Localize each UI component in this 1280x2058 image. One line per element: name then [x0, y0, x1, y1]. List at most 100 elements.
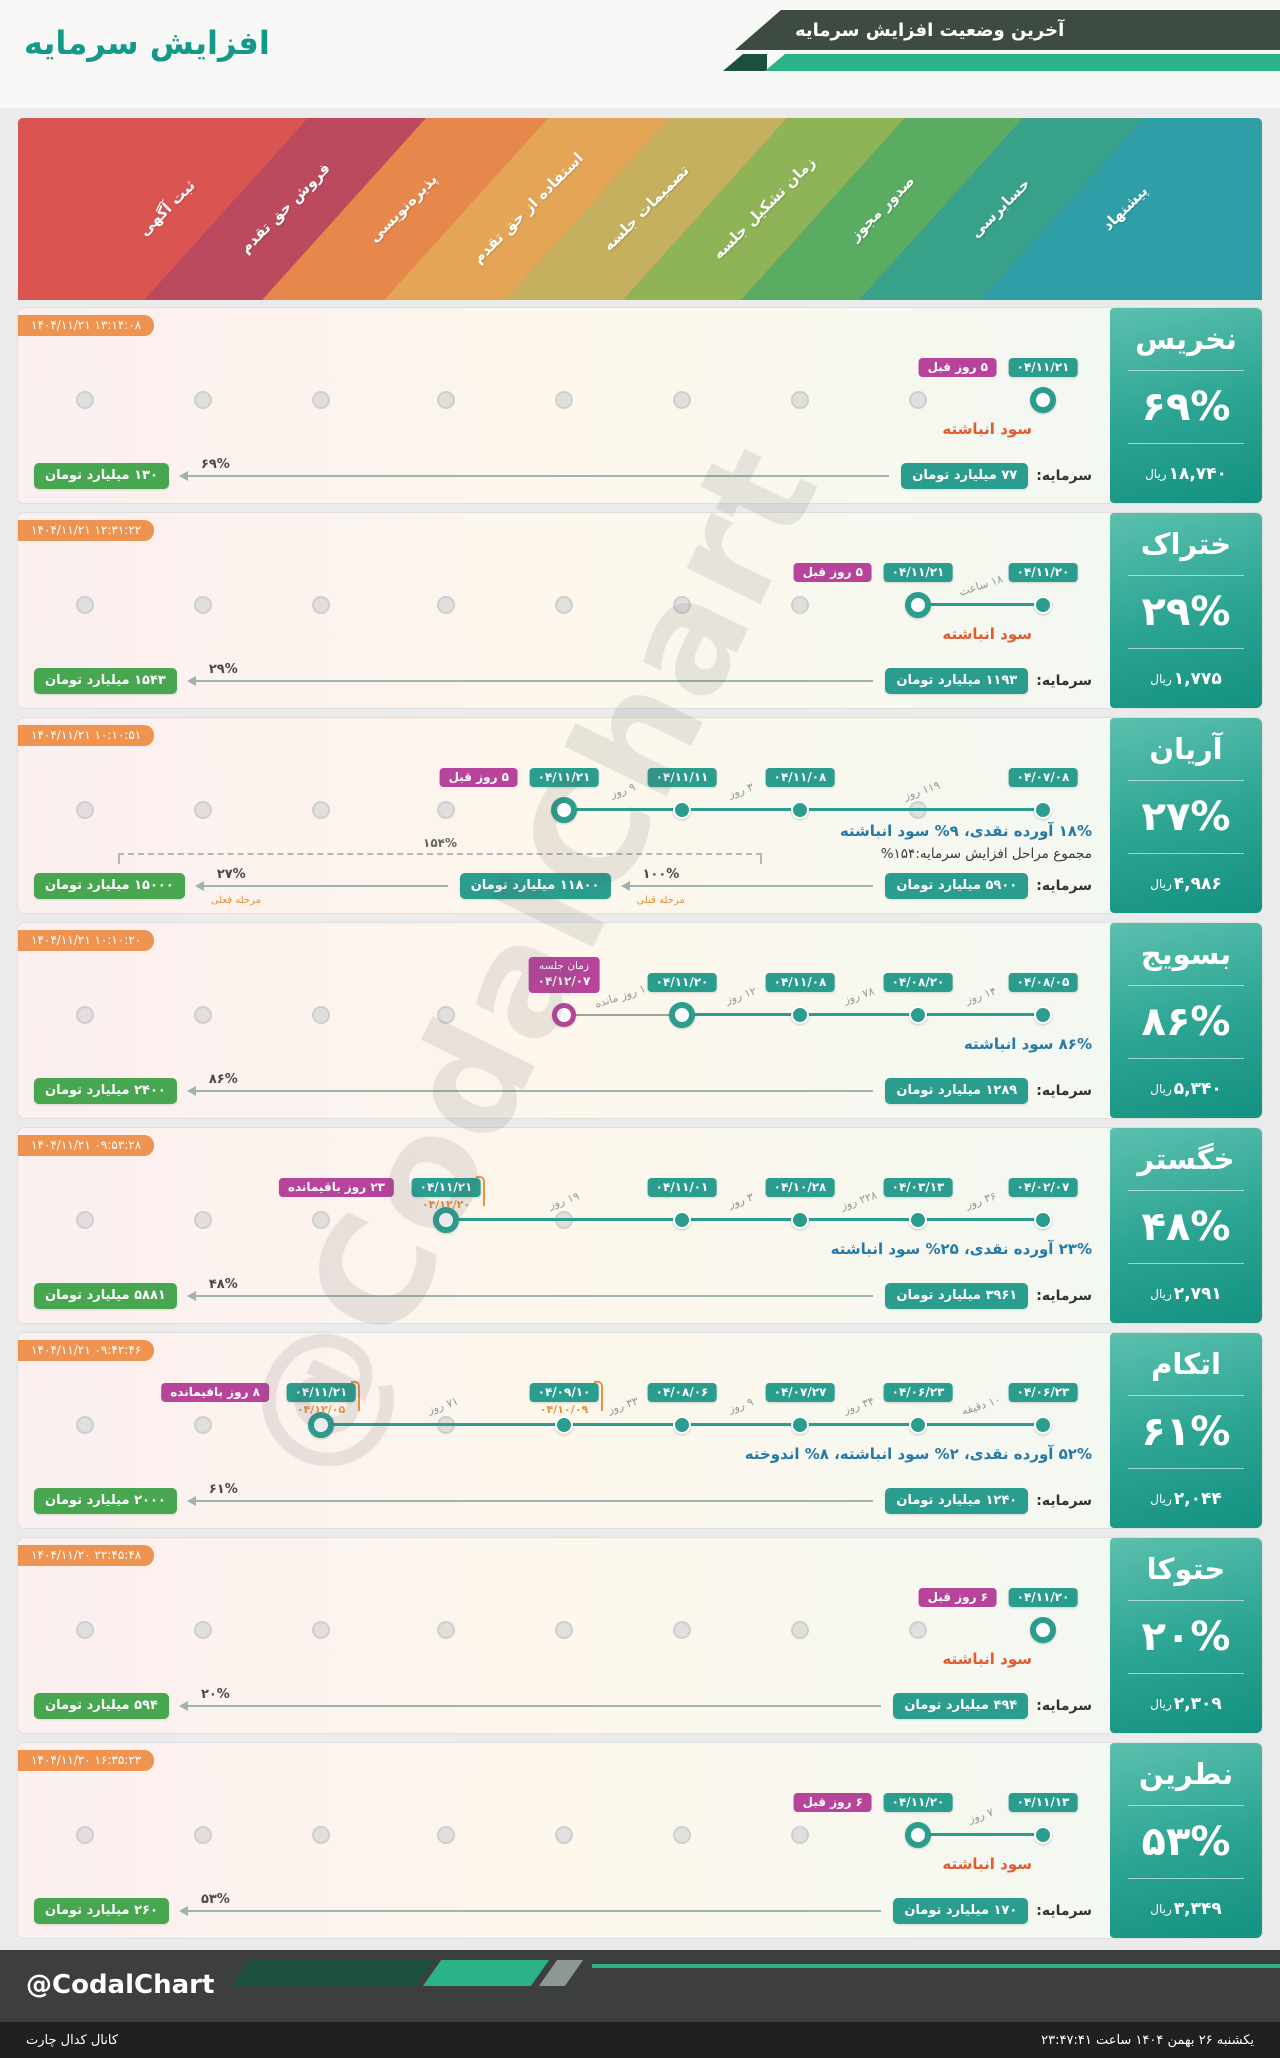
arrow-line [193, 680, 874, 682]
panel-divider [1128, 443, 1244, 444]
stage-placeholder-dot [194, 1006, 212, 1024]
arrow-head-icon [178, 1906, 188, 1916]
note-text: ۱۸% آورده نقدی، ۹% سود انباشته [839, 822, 1092, 840]
stage-date-badge: ۰۴/۱۱/۲۱ [529, 768, 599, 787]
header-stripe-dark [723, 54, 767, 71]
capital-arrow: ۴۸% [185, 1277, 878, 1313]
stage-dot [909, 1416, 927, 1434]
stage-placeholder-dot [194, 1621, 212, 1639]
stage-placeholder-dot [555, 391, 573, 409]
timeline-segment [800, 1013, 918, 1016]
capital-new-badge: ۱۳۰ میلیارد تومان [34, 463, 169, 489]
note-text: سود انباشته [942, 420, 1032, 438]
arrow-percent: ۲۹% [208, 662, 238, 677]
page-footer: @CodalChart کانال کدال چارت یکشنبه ۲۶ به… [0, 1950, 1280, 2058]
stage-placeholder-dot [312, 1211, 330, 1229]
stage-placeholder-dot [194, 1826, 212, 1844]
company-row: ۱۴۰۴/۱۱/۲۱ ۰۹:۴۲:۴۶ اتکام ۶۱% ۲,۰۴۴ ریال ۱۰ د… [18, 1333, 1262, 1528]
duration-label: ۳ روز [726, 780, 756, 801]
arrow-head-icon [178, 471, 188, 481]
stage-placeholder-dot [194, 801, 212, 819]
stage-placeholder-dot [791, 1826, 809, 1844]
stage-placeholder-dot [312, 1621, 330, 1639]
capital-row: سرمایه: ۱۲۴۰ میلیارد تومان ۶۱% ۲۰۰۰ میلیارد… [34, 1482, 1092, 1518]
duration-label: ۷ روز [966, 1805, 995, 1826]
symbol-price: ۱۸,۷۴۰ ریال [1110, 444, 1262, 503]
current-stage-dot [308, 1412, 334, 1438]
meeting-time-badge: زمان جلسه ۰۴/۱۲/۰۷ [528, 957, 600, 994]
stage-dot [1034, 1826, 1052, 1844]
footer-deco-parallelogram-dark [230, 1960, 435, 1986]
capital-arrow: ۵۳% [177, 1892, 885, 1928]
increase-percent: ۲۰% [1141, 1614, 1231, 1660]
arrow-stage-label: مرحله قبلی [636, 895, 685, 906]
note-text: ۲۳% آورده نقدی، ۲۵% سود انباشته [830, 1240, 1092, 1258]
price-value: ۵,۳۴۰ [1173, 1078, 1222, 1099]
symbol-panel: حتوکا ۲۰% ۲,۳۰۹ ریال [1110, 1538, 1262, 1733]
stage-placeholder-dot [312, 596, 330, 614]
timeline-segment [800, 1423, 918, 1426]
meeting-badge-date: ۰۴/۱۲/۰۷ [537, 973, 591, 988]
arrow-percent: ۶۹% [200, 457, 230, 472]
capital-row: سرمایه: ۱۷۰ میلیارد تومان ۵۳% ۲۶۰ میلیارد ت… [34, 1892, 1092, 1928]
note-text: سود انباشته [942, 1855, 1032, 1873]
capital-old-badge: ۱۲۴۰ میلیارد تومان [885, 1488, 1029, 1514]
symbol-price: ۲,۰۴۴ ریال [1110, 1469, 1262, 1528]
symbol-price: ۲,۳۰۹ ریال [1110, 1674, 1262, 1733]
arrow-percent: ۲۰% [200, 1687, 230, 1702]
capital-new-badge: ۵۸۸۱ میلیارد تومان [34, 1283, 177, 1309]
stage-placeholder-dot [194, 596, 212, 614]
stage-placeholder-dot [555, 1621, 573, 1639]
increase-percent: ۸۶% [1141, 999, 1231, 1045]
arrow-line [627, 885, 874, 887]
capital-label: سرمایه: [1036, 1493, 1092, 1509]
stage-date-badge: ۰۴/۱۱/۱۳ [1008, 1793, 1078, 1812]
current-stage-dot [905, 592, 931, 618]
capital-old-badge: ۳۹۶۱ میلیارد تومان [885, 1283, 1029, 1309]
days-ago-badge: ۶ روز قبل [918, 1588, 997, 1607]
page-title: افزایش سرمایه [24, 24, 270, 62]
stage-dot [791, 801, 809, 819]
panel-divider [1128, 1263, 1244, 1264]
symbol-panel: نخریس ۶۹% ۱۸,۷۴۰ ریال [1110, 308, 1262, 503]
duration-label: ۱۲ روز [724, 984, 758, 1007]
stage-header-band: پیشنهاد حسابرسی صدور مجوز زمان تشکیل جلسه تص… [18, 118, 1262, 300]
symbol-price: ۴,۹۸۶ ریال [1110, 854, 1262, 913]
arrow-percent: ۸۶% [208, 1072, 238, 1087]
capital-new-badge: ۱۵۴۳ میلیارد تومان [34, 668, 177, 694]
symbol-name: ختراک [1140, 527, 1232, 561]
stage-dot [1034, 1211, 1052, 1229]
capital-row: سرمایه: ۷۷ میلیارد تومان ۶۹% ۱۳۰ میلیارد تو… [34, 457, 1092, 493]
panel-divider [1128, 985, 1244, 986]
capital-new-badge: ۲۴۰۰ میلیارد تومان [34, 1078, 177, 1104]
stage-date-badge: ۰۴/۱۱/۰۸ [765, 973, 835, 992]
stage-dot [909, 1211, 927, 1229]
stage-dot [791, 1211, 809, 1229]
symbol-panel: بسویج ۸۶% ۵,۳۴۰ ریال [1110, 923, 1262, 1118]
panel-divider [1128, 370, 1244, 371]
timeline-segment [564, 1014, 682, 1016]
panel-divider [1128, 1190, 1244, 1191]
price-unit: ریال [1150, 1696, 1172, 1711]
stage-placeholder-dot [437, 1006, 455, 1024]
days-ago-badge: ۵ روز قبل [793, 563, 872, 582]
arrow-percent: ۲۷% [216, 867, 246, 882]
stage-date-badge: ۰۴/۰۸/۰۵ [1008, 973, 1078, 992]
stage-date-badge: ۰۴/۱۱/۲۱ [411, 1178, 481, 1197]
panel-divider [1128, 780, 1244, 781]
price-unit: ریال [1145, 466, 1167, 481]
duration-label: ۱۰ دقیقه [959, 1393, 1002, 1418]
capital-label: سرمایه: [1036, 1903, 1092, 1919]
stage-date-badge: ۰۴/۰۷/۲۷ [765, 1383, 835, 1402]
report-timestamp-badge: ۱۴۰۴/۱۱/۲۰ ۲۲:۴۵:۴۸ [18, 1545, 155, 1566]
symbol-panel: آریان ۲۷% ۴,۹۸۶ ریال [1110, 718, 1262, 913]
stage-date-badge: ۰۴/۱۱/۲۱ [1008, 358, 1078, 377]
stage-placeholder-dot [437, 391, 455, 409]
arrow-head-icon [186, 1496, 196, 1506]
capital-new-badge: ۲۰۰۰ میلیارد تومان [34, 1488, 177, 1514]
price-value: ۲,۳۰۹ [1173, 1693, 1222, 1714]
date-range-bracket-icon [351, 1381, 360, 1411]
footer-deco-line [592, 1964, 1280, 1968]
panel-divider [1128, 1468, 1244, 1469]
stage-placeholder-dot [312, 1006, 330, 1024]
